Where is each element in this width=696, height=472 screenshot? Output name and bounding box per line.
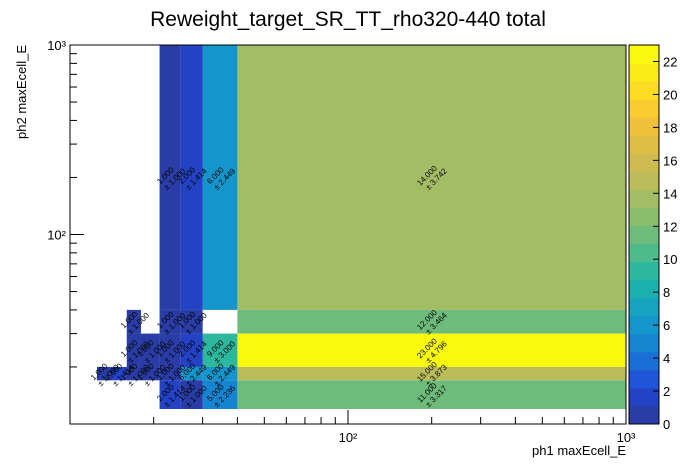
heatmap-cell: [237, 309, 626, 334]
heatmap-cell: [159, 366, 181, 381]
colorbar-tick-label: 0: [663, 417, 670, 432]
colorbar-tick-label: 14: [663, 186, 677, 201]
heatmap-cell: [202, 380, 238, 409]
colorbar-tick-label: 20: [663, 87, 677, 102]
colorbar-swatch: [629, 405, 659, 425]
colorbar-swatch: [629, 99, 659, 118]
colorbar-swatch: [629, 369, 659, 389]
heatmap-cell: [237, 45, 626, 310]
y-tick-label: 10²: [47, 228, 66, 243]
colorbar-swatch: [629, 171, 659, 190]
y-axis-label: ph2 maxEcell_E: [14, 45, 29, 139]
x-tick-label: 10²: [339, 430, 358, 445]
heatmap-cell: [159, 309, 181, 334]
colorbar-swatch: [629, 387, 659, 407]
colorbar-tick-label: 22: [663, 54, 677, 69]
colorbar-swatch: [629, 81, 659, 100]
heatmap-cell: [180, 309, 203, 334]
colorbar-swatch: [629, 297, 659, 317]
heatmap-cells: [96, 45, 626, 409]
colorbar-tick-label: 18: [663, 120, 677, 135]
heatmap-cell: [110, 366, 127, 381]
colorbar-swatch: [629, 189, 659, 208]
heatmap-cell: [180, 366, 203, 381]
heatmap-cell: [202, 333, 238, 367]
colorbar-tick-label: 8: [663, 285, 670, 300]
x-axis-label: ph1 maxEcell_E: [532, 443, 626, 458]
colorbar: 0 2 4 6 8 10 12 14 16 18 20 22: [628, 44, 677, 432]
heatmap-cell: [180, 380, 203, 409]
heatmap-cell: [202, 45, 238, 310]
colorbar-swatch: [629, 351, 659, 371]
heatmap-cell: [159, 380, 181, 409]
colorbar-tick-label: 16: [663, 153, 677, 168]
heatmap-cell: [126, 366, 141, 381]
heatmap-cell: [237, 380, 626, 409]
colorbar-swatch: [629, 117, 659, 136]
colorbar-swatch: [629, 207, 659, 226]
colorbar-swatch: [629, 63, 659, 82]
x-tick-label: 10³: [617, 430, 636, 445]
colorbar-tick-label: 2: [663, 384, 670, 399]
heatmap-cell: [159, 333, 181, 367]
colorbar-frame: [628, 44, 660, 425]
heatmap-cell: [96, 366, 111, 381]
axes: 10² 10³ 10² 10³: [47, 38, 636, 445]
heatmap-cell: [126, 309, 141, 334]
colorbar-swatch: [629, 153, 659, 172]
heatmap-cell: [140, 366, 160, 381]
heatmap-cell: [126, 333, 141, 367]
colorbar-tick-label: 4: [663, 351, 670, 366]
y-tick-label: 10³: [47, 38, 66, 53]
colorbar-swatch: [629, 261, 659, 281]
heatmap-cell: [140, 333, 160, 367]
colorbar-swatch: [629, 333, 659, 353]
colorbar-swatch: [629, 279, 659, 299]
colorbar-swatch: [629, 243, 659, 263]
colorbar-tick-label: 10: [663, 252, 677, 267]
colorbar-swatch: [629, 225, 659, 245]
heatmap-cell: [180, 333, 203, 367]
heatmap-cell: [159, 45, 181, 310]
chart-title: Reweight_target_SR_TT_rho320-440 total: [150, 8, 546, 31]
heatmap-cell: [237, 333, 626, 367]
colorbar-swatch: [629, 135, 659, 154]
colorbar-swatch: [629, 45, 659, 64]
colorbar-tick-label: 6: [663, 318, 670, 333]
colorbar-swatch: [629, 315, 659, 335]
heatmap-cell: [180, 45, 203, 310]
colorbar-tick-label: 12: [663, 219, 677, 234]
heatmap-cell: [202, 366, 238, 381]
heatmap-cell: [237, 366, 626, 381]
